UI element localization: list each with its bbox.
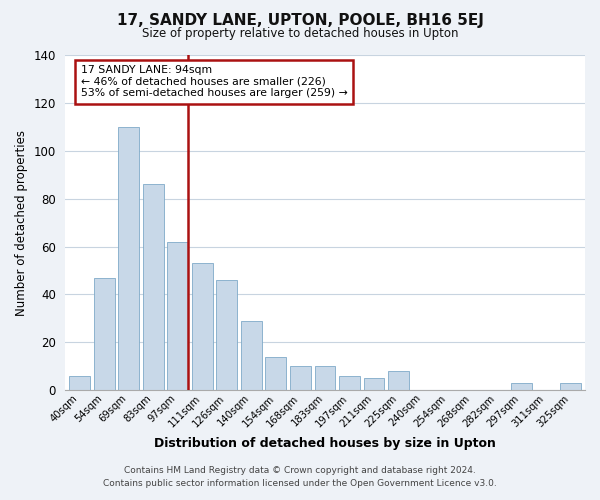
Bar bbox=[143, 184, 164, 390]
Bar bbox=[560, 383, 581, 390]
Bar bbox=[364, 378, 385, 390]
Bar bbox=[265, 356, 286, 390]
Text: 17 SANDY LANE: 94sqm
← 46% of detached houses are smaller (226)
53% of semi-deta: 17 SANDY LANE: 94sqm ← 46% of detached h… bbox=[80, 65, 347, 98]
X-axis label: Distribution of detached houses by size in Upton: Distribution of detached houses by size … bbox=[154, 437, 496, 450]
Bar bbox=[339, 376, 360, 390]
Y-axis label: Number of detached properties: Number of detached properties bbox=[15, 130, 28, 316]
Bar bbox=[167, 242, 188, 390]
Text: Size of property relative to detached houses in Upton: Size of property relative to detached ho… bbox=[142, 28, 458, 40]
Bar bbox=[69, 376, 90, 390]
Text: 17, SANDY LANE, UPTON, POOLE, BH16 5EJ: 17, SANDY LANE, UPTON, POOLE, BH16 5EJ bbox=[116, 12, 484, 28]
Bar bbox=[118, 127, 139, 390]
Bar bbox=[217, 280, 237, 390]
Bar bbox=[241, 321, 262, 390]
Bar bbox=[388, 371, 409, 390]
Bar bbox=[192, 264, 213, 390]
Bar bbox=[314, 366, 335, 390]
Text: Contains HM Land Registry data © Crown copyright and database right 2024.
Contai: Contains HM Land Registry data © Crown c… bbox=[103, 466, 497, 487]
Bar bbox=[511, 383, 532, 390]
Bar bbox=[94, 278, 115, 390]
Bar bbox=[290, 366, 311, 390]
